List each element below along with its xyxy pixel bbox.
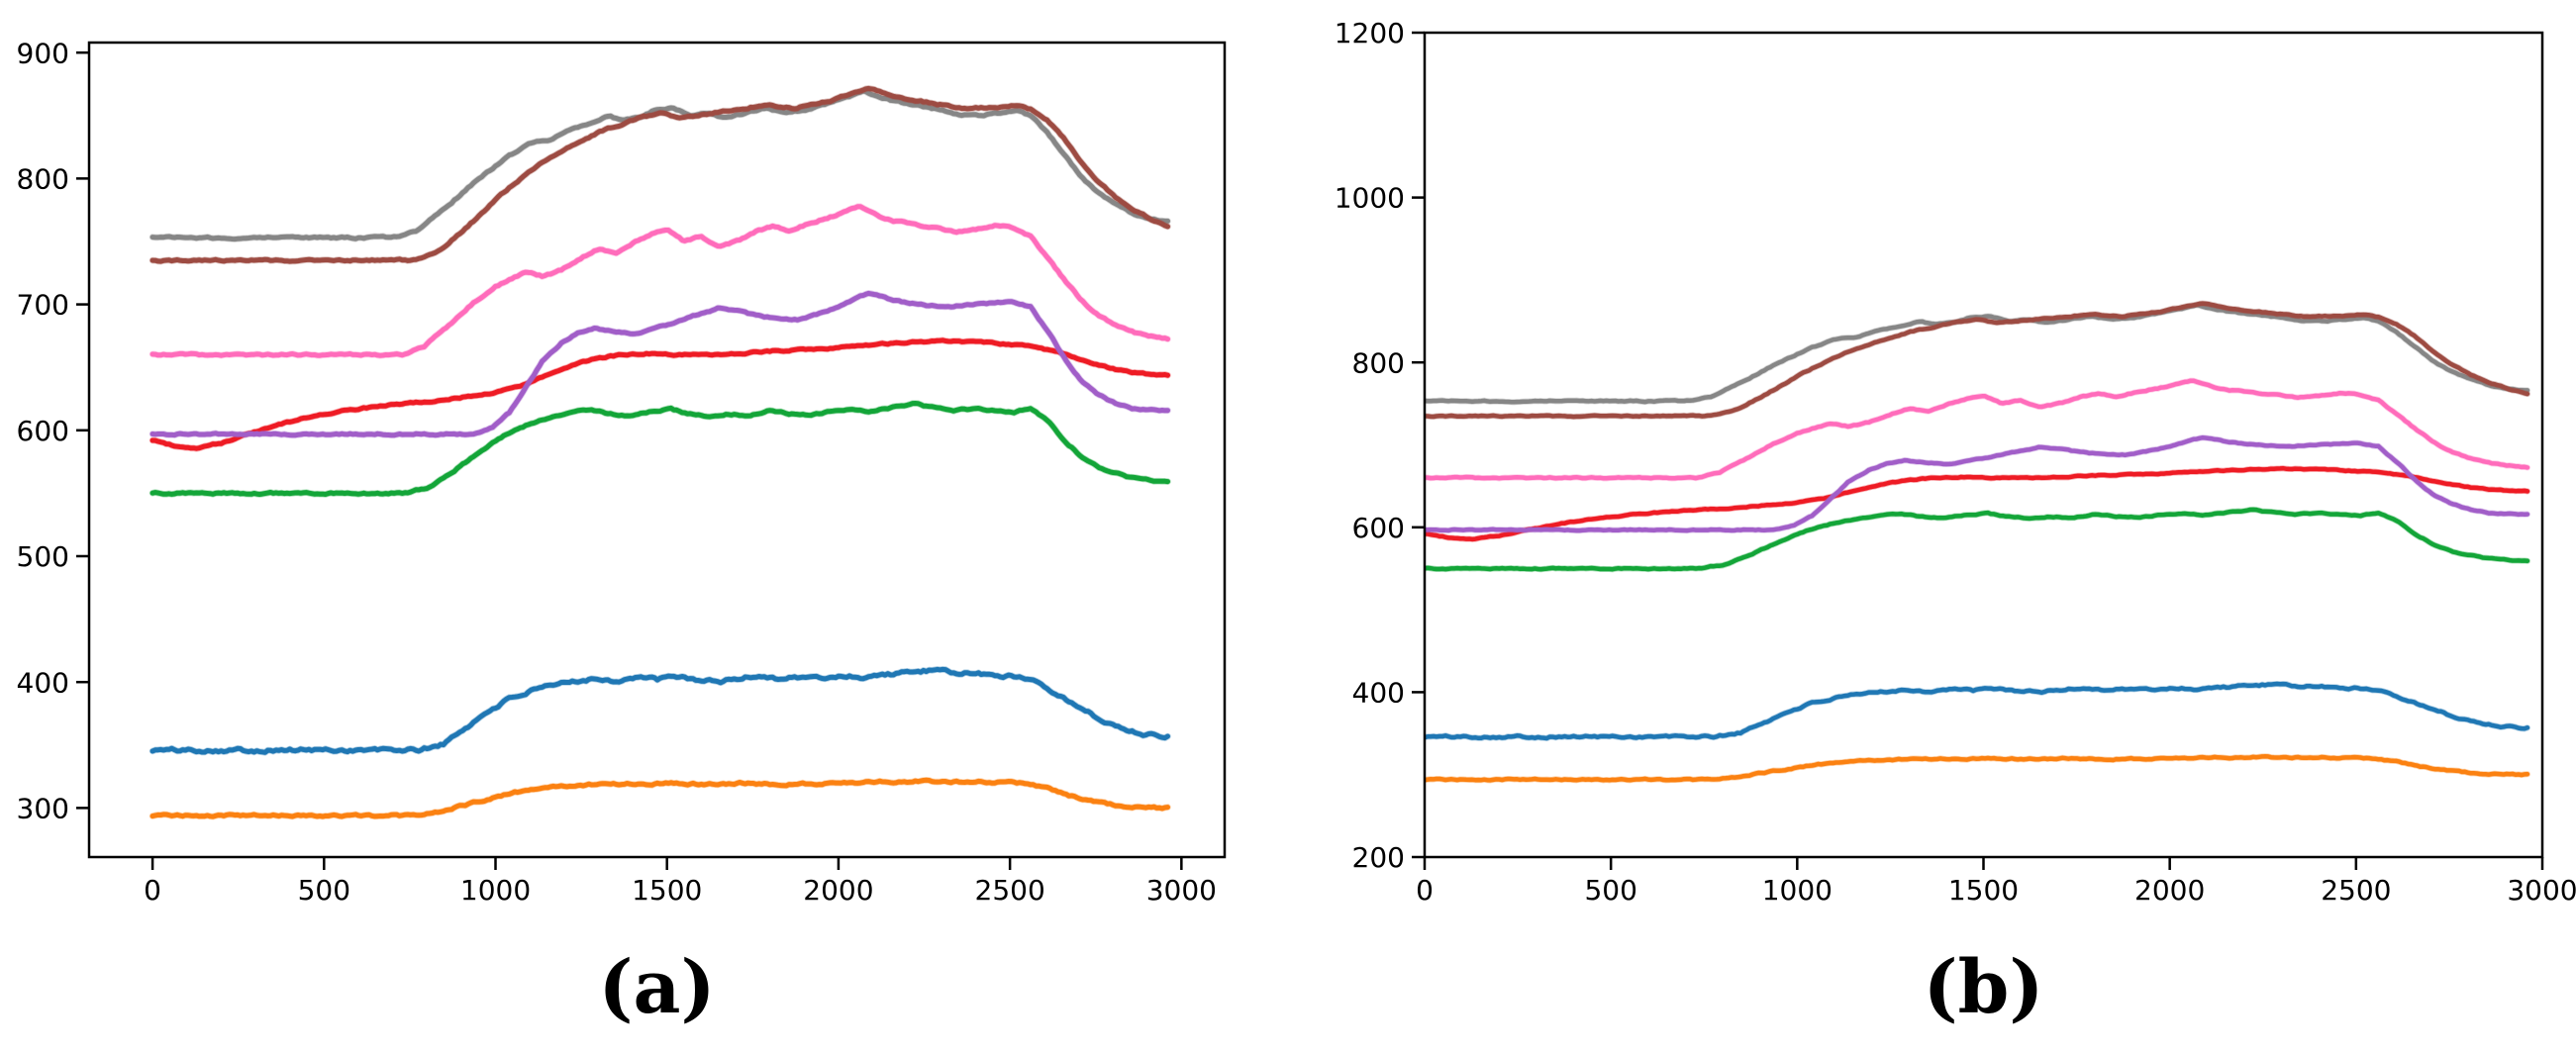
x-tick-label: 1500: [632, 874, 702, 907]
panel-b-caption: (b): [1923, 945, 2044, 1030]
x-tick-label: 3000: [2507, 874, 2576, 907]
panel-b-axes: 0 500 1000 1500 2000 2500 3000 200 400 600 800 1000…: [1335, 17, 2576, 907]
y-tick-label: 700: [17, 289, 69, 322]
x-tick-label: 0: [1416, 874, 1434, 907]
y-tick-label: 1000: [1335, 182, 1405, 215]
x-tick-label: 2500: [975, 874, 1045, 907]
y-tick-label: 200: [1352, 841, 1405, 874]
series-red-line: [149, 337, 1170, 451]
series-purple-line: [149, 290, 1170, 438]
x-tick-label: 1500: [1948, 874, 2019, 907]
series-orange-line: [149, 777, 1170, 819]
y-tick-label: 600: [1352, 512, 1405, 544]
x-tick-label: 0: [144, 874, 161, 907]
series-pink-line: [1425, 378, 2530, 481]
y-tick-label: 900: [17, 37, 69, 69]
panel-b-series: [1425, 300, 2530, 784]
series-brown-line: [1425, 301, 2530, 420]
series-brown-line: [149, 85, 1170, 264]
series-blue-halo: [149, 666, 1171, 756]
panel-a-series: [149, 85, 1171, 820]
x-tick-label: 500: [1584, 874, 1636, 907]
series-gray-line: [149, 88, 1170, 242]
series-blue-line: [149, 666, 1170, 755]
series-purple-line: [1425, 434, 2530, 533]
x-tick-label: 2000: [2134, 874, 2205, 907]
panel-a-group: 0 500 1000 1500 2000 2500 3000 300 400 500 600 700 8…: [17, 37, 1227, 907]
x-tick-label: 2000: [803, 874, 873, 907]
series-blue-halo: [1425, 680, 2530, 742]
x-tick-label: 2500: [2321, 874, 2391, 907]
series-red-line: [1425, 465, 2530, 542]
y-tick-label: 600: [17, 415, 69, 447]
y-tick-label: 800: [17, 162, 69, 195]
y-tick-label: 300: [17, 792, 69, 824]
series-orange-line: [1425, 754, 2530, 783]
plot-border: [87, 41, 1227, 859]
panel-b-group: 0 500 1000 1500 2000 2500 3000 200 400 600 800 1000…: [1335, 17, 2576, 907]
x-tick-label: 1000: [1762, 874, 1833, 907]
panel-a-caption: (a): [598, 945, 716, 1030]
y-tick-label: 1200: [1335, 17, 1405, 49]
y-tick-label: 500: [17, 540, 69, 573]
series-green-line: [1425, 507, 2530, 572]
series-green-line: [149, 401, 1170, 497]
series-blue-line: [1425, 681, 2530, 741]
y-tick-label: 400: [1352, 676, 1405, 709]
y-tick-label: 800: [1352, 346, 1405, 379]
y-tick-label: 400: [17, 666, 69, 699]
x-tick-label: 3000: [1146, 874, 1217, 907]
series-gray-line: [1425, 303, 2530, 405]
panel-a-axes: 0 500 1000 1500 2000 2500 3000 300 400 500 600 700 8…: [17, 37, 1217, 907]
series-pink-line: [149, 204, 1170, 358]
x-tick-label: 1000: [460, 874, 531, 907]
plot-border: [1423, 31, 2544, 859]
x-tick-label: 500: [298, 874, 350, 907]
